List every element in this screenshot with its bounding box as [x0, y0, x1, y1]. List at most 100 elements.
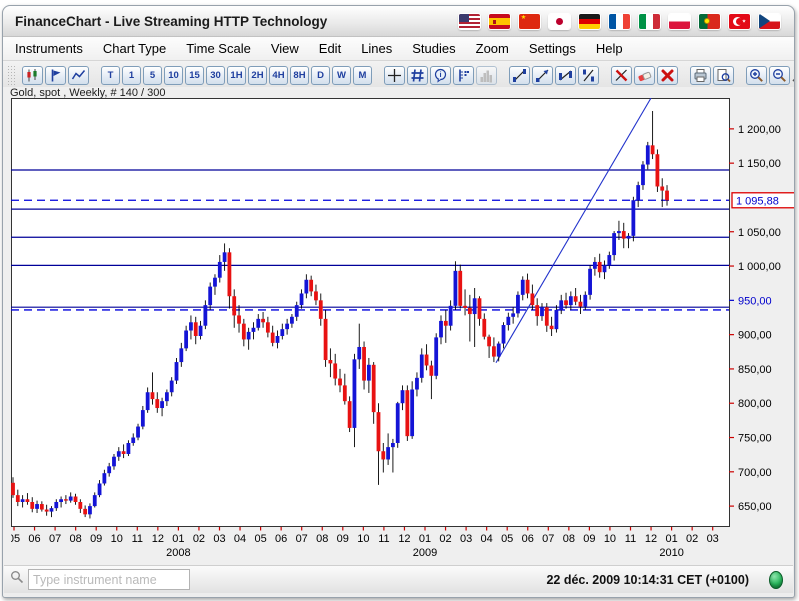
zoom-in-icon[interactable]: [746, 65, 767, 85]
svg-text:i: i: [439, 70, 441, 79]
candle-body: [357, 346, 362, 360]
info-bubble-icon[interactable]: i: [430, 65, 451, 85]
candle-body: [520, 279, 525, 295]
candle-body: [391, 443, 395, 448]
candle-body: [39, 504, 44, 510]
candle-body: [386, 447, 391, 460]
flag-pt-icon[interactable]: [699, 13, 720, 29]
chart-canvas[interactable]: 1 200,00 1 150,00 1 050,00 1 000,00 950,00 90…: [11, 98, 795, 562]
menu-edit[interactable]: Edit: [318, 41, 342, 56]
flag-cn-icon[interactable]: [519, 13, 540, 29]
timeframe-30-button[interactable]: 30: [206, 65, 225, 85]
zoom-out-icon[interactable]: [769, 65, 790, 85]
timeframe-m-button[interactable]: M: [353, 65, 372, 85]
candle-body: [261, 318, 265, 323]
x-axis-label: 06: [522, 533, 534, 545]
candle-body: [641, 164, 645, 186]
volume-icon: [476, 65, 497, 85]
timeframe-8h-button[interactable]: 8H: [290, 65, 309, 85]
flag-es-icon[interactable]: [489, 13, 510, 29]
menu-chart-type[interactable]: Chart Type: [102, 41, 167, 56]
candles: [11, 111, 669, 519]
delete-line-icon[interactable]: [611, 65, 632, 85]
toolbar-grip-handle[interactable]: [7, 65, 16, 85]
candle-body: [645, 145, 650, 165]
timeframe-d-button[interactable]: D: [311, 65, 330, 85]
trendline-icon[interactable]: [509, 65, 530, 85]
flag-pl-icon[interactable]: [669, 13, 690, 29]
title-bar: FinanceChart - Live Streaming HTTP Techn…: [3, 6, 794, 37]
menu-time-scale[interactable]: Time Scale: [186, 41, 251, 56]
toolbar-group-line-tools: [509, 65, 599, 85]
menu-instruments[interactable]: Instruments: [15, 41, 83, 56]
flag-de-icon[interactable]: [579, 13, 600, 29]
y-axis: 1 200,00 1 150,00 1 050,00 1 000,00 950,00 90…: [729, 124, 794, 513]
trend-line[interactable]: [495, 98, 652, 364]
candle-body: [443, 320, 448, 326]
timeframe-1h-button[interactable]: 1H: [227, 65, 246, 85]
timeframe-1-button[interactable]: 1: [122, 65, 141, 85]
candle-body: [362, 346, 366, 381]
plot-area[interactable]: [11, 98, 730, 527]
axis-labels-icon[interactable]: [453, 65, 474, 85]
x-axis-label: 03: [460, 533, 472, 545]
grid-icon[interactable]: [407, 65, 428, 85]
ohlc-bars-icon[interactable]: [45, 65, 66, 85]
candle-body: [665, 190, 669, 201]
timeframe-w-button[interactable]: W: [332, 65, 351, 85]
y-axis-label: 950,00: [738, 295, 772, 307]
candle-body: [189, 322, 193, 331]
menu-zoom[interactable]: Zoom: [475, 41, 509, 56]
candle-body: [63, 499, 68, 501]
print-preview-icon[interactable]: [713, 65, 734, 85]
flag-cz-icon[interactable]: [759, 13, 780, 29]
instrument-search-input[interactable]: [28, 569, 190, 590]
candle-body: [145, 392, 150, 411]
candle-body: [366, 364, 371, 381]
candle-body: [280, 329, 285, 337]
print-icon[interactable]: [690, 65, 711, 85]
menu-lines[interactable]: Lines: [361, 41, 393, 56]
candle-body: [525, 279, 530, 294]
pin-icon[interactable]: [790, 66, 794, 85]
y-axis-label: 1 200,00: [738, 124, 781, 136]
candle-body: [184, 330, 189, 349]
y-axis-label: 650,00: [738, 501, 772, 513]
crosshair-icon[interactable]: [384, 65, 405, 85]
x-axis-label: 05: [501, 533, 513, 545]
flag-us-icon[interactable]: [459, 13, 480, 29]
x-axis-label: 07: [296, 533, 308, 545]
trendline-arrow-icon[interactable]: [532, 65, 553, 85]
menu-help[interactable]: Help: [595, 41, 623, 56]
candle-body: [419, 354, 424, 378]
vertical-line-icon[interactable]: [578, 65, 599, 85]
timeframe-t-button[interactable]: T: [101, 65, 120, 85]
flag-jp-icon[interactable]: [549, 13, 570, 29]
x-axis-label: 04: [481, 533, 493, 545]
menu-settings[interactable]: Settings: [528, 41, 576, 56]
timeframe-5-button[interactable]: 5: [143, 65, 162, 85]
candle-body: [97, 483, 102, 496]
menu-view[interactable]: View: [270, 41, 299, 56]
menu-studies[interactable]: Studies: [412, 41, 456, 56]
eraser-icon[interactable]: [634, 65, 655, 85]
x-axis-label: 08: [316, 533, 328, 545]
flag-fr-icon[interactable]: [609, 13, 630, 29]
line-chart-icon[interactable]: [68, 65, 89, 85]
candle-body: [323, 318, 328, 361]
horizontal-line-icon[interactable]: [555, 65, 576, 85]
x-axis-label: 01: [665, 533, 677, 545]
timeframe-15-button[interactable]: 15: [185, 65, 204, 85]
timeframe-2h-button[interactable]: 2H: [248, 65, 267, 85]
timeframe-10-button[interactable]: 10: [164, 65, 183, 85]
flag-tr-icon[interactable]: [729, 13, 750, 29]
x-axis-label: 03: [213, 533, 225, 545]
candlestick-chart-icon[interactable]: [22, 65, 43, 85]
delete-all-icon[interactable]: [657, 65, 678, 85]
timeframe-4h-button[interactable]: 4H: [269, 65, 288, 85]
candle-body: [164, 392, 169, 402]
flag-it-icon[interactable]: [639, 13, 660, 29]
candle-body: [304, 279, 309, 294]
candle-body: [309, 279, 314, 292]
status-datetime: 22 déc. 2009 10:14:31 CET (+0100): [546, 572, 749, 587]
